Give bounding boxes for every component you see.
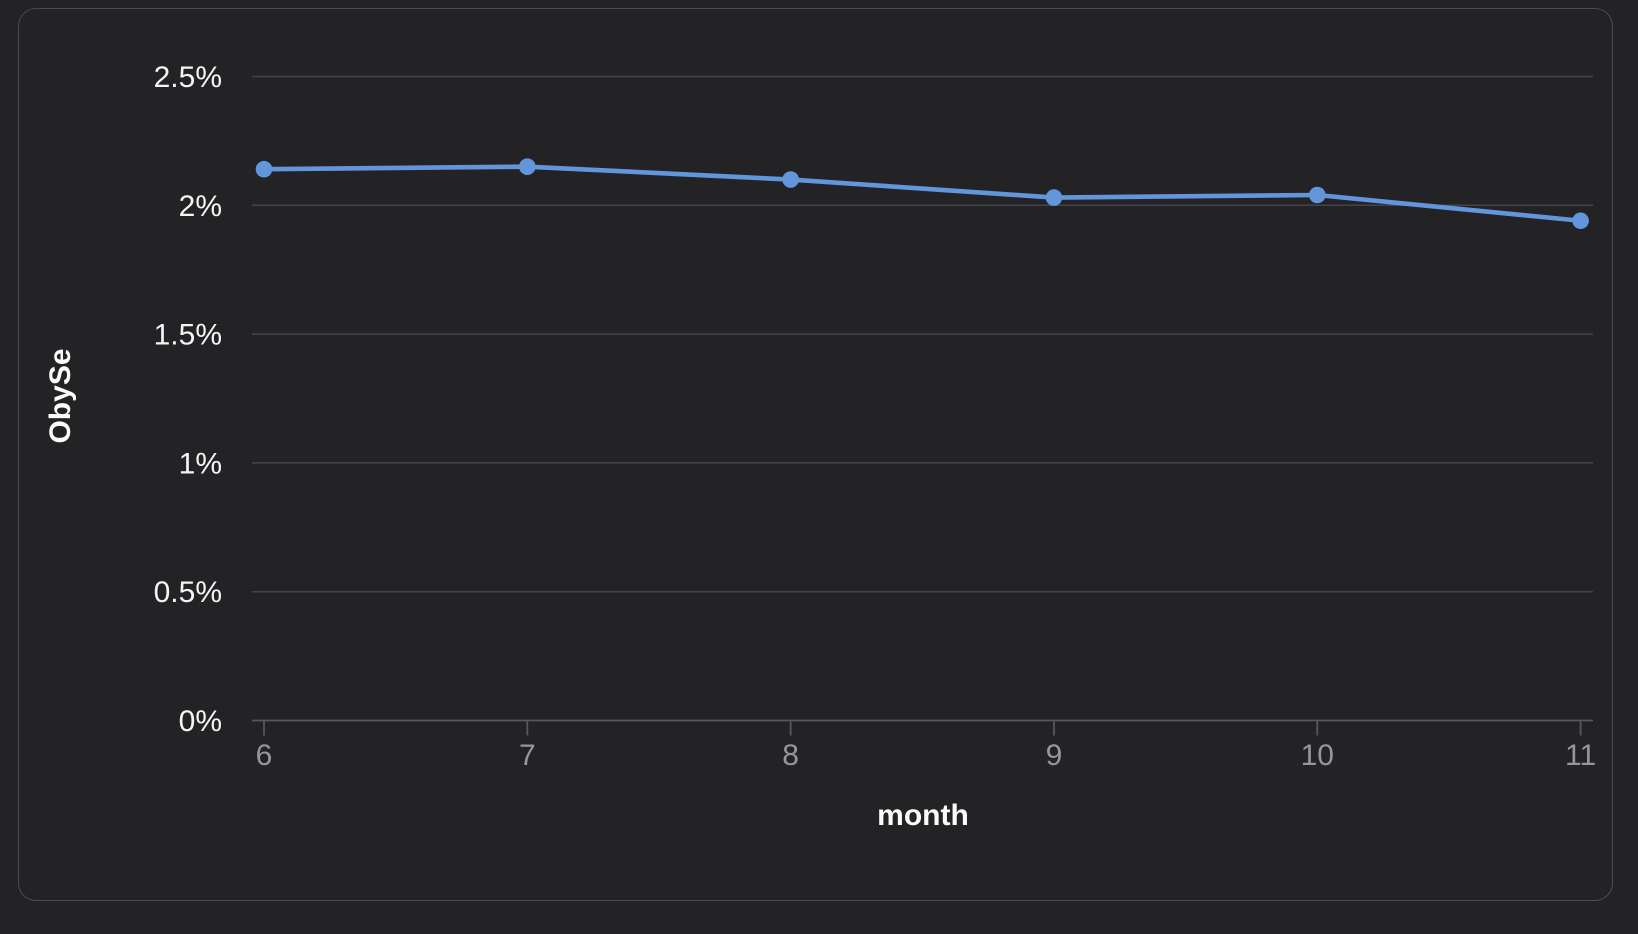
chart-card [18,8,1613,901]
data-point[interactable] [782,171,799,188]
x-tick-label: 7 [519,739,536,772]
y-axis-title: ObySe [44,348,77,444]
x-tick-label: 9 [1046,739,1063,772]
data-point[interactable] [1308,186,1326,204]
data-point[interactable] [255,160,273,178]
y-tick-label: 1.5% [154,319,222,352]
data-line [261,164,1583,224]
y-tick-label: 0% [179,705,222,738]
y-tick-label: 2.5% [154,61,222,94]
x-tick-label: 10 [1301,739,1334,772]
y-tick-label: 1% [179,447,222,480]
y-tick-label: 2% [179,190,222,223]
data-point[interactable] [1045,189,1063,206]
x-axis-title: month [877,799,969,832]
y-tick-label: 0.5% [154,576,222,609]
data-point[interactable] [1572,212,1589,230]
x-tick-label: 6 [256,739,273,772]
data-point[interactable] [519,158,536,175]
x-tick-label: 8 [782,739,799,772]
x-tick-label: 11 [1565,739,1596,772]
